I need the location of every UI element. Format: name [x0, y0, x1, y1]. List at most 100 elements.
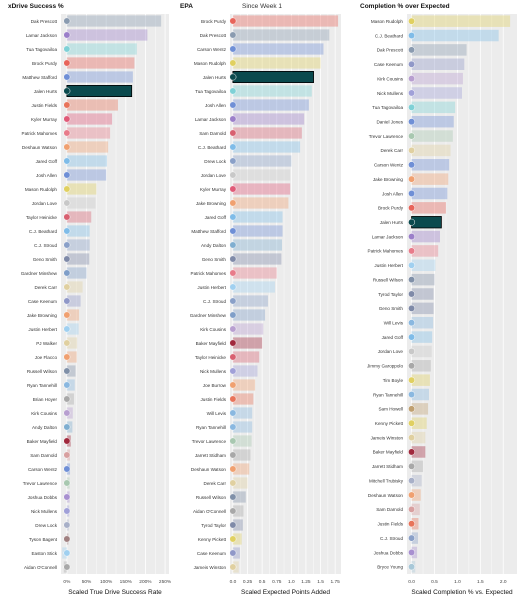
- player-label: Jared Goff: [36, 159, 58, 164]
- bar: [411, 29, 499, 42]
- bar: [232, 407, 253, 419]
- team-logo-icon: [63, 339, 71, 347]
- team-logo-icon: [63, 437, 71, 445]
- team-logo-icon: [408, 146, 416, 154]
- bar: [411, 230, 440, 243]
- player-label: Justin Herbert: [374, 263, 403, 268]
- player-label: Jarrett Stidham: [195, 453, 226, 458]
- player-label: Justin Herbert: [28, 327, 57, 332]
- team-logo-icon: [229, 157, 237, 165]
- player-label: Justin Herbert: [197, 285, 226, 290]
- team-logo-icon: [63, 17, 71, 25]
- bar: [232, 155, 292, 167]
- player-label: Sam Darnold: [199, 131, 226, 136]
- player-label: Jalen Hurts: [34, 89, 58, 94]
- player-label: Deshaun Watson: [191, 467, 227, 472]
- player-label: C.J. Beathard: [198, 145, 227, 150]
- bar: [232, 337, 263, 349]
- x-tick-label: 150%: [120, 579, 133, 585]
- bar: [66, 351, 77, 363]
- team-logo-icon: [63, 185, 71, 193]
- player-label: Kirk Cousins: [31, 411, 57, 416]
- player-label: Andy Dalton: [201, 243, 226, 248]
- player-label: Nick Mullens: [31, 509, 58, 514]
- team-logo-icon: [408, 434, 416, 442]
- bar: [232, 71, 314, 84]
- team-logo-icon: [408, 520, 416, 528]
- x-tick-label: 200%: [139, 579, 152, 585]
- player-label: Tua Tagovailoa: [26, 47, 57, 52]
- player-label: Kirk Cousins: [377, 76, 403, 81]
- bar: [411, 202, 446, 214]
- team-logo-icon: [63, 45, 71, 53]
- team-logo-icon: [229, 437, 237, 445]
- bar: [411, 316, 434, 329]
- team-logo-icon: [63, 283, 71, 291]
- plot-background: [61, 14, 169, 574]
- team-logo-icon: [229, 213, 237, 221]
- team-logo-icon: [408, 233, 416, 241]
- player-label: Geno Smith: [202, 257, 227, 262]
- team-logo-icon: [63, 297, 71, 305]
- player-label: Jared Goff: [382, 335, 404, 340]
- team-logo-icon: [63, 255, 71, 263]
- team-logo-icon: [229, 381, 237, 389]
- x-tick-label: 0.0: [408, 579, 415, 585]
- player-label: Russell Wilson: [27, 369, 58, 374]
- bar: [411, 360, 431, 372]
- x-tick-label: 0.0: [230, 579, 237, 585]
- team-logo-icon: [229, 199, 237, 207]
- bar: [232, 477, 248, 489]
- player-label: Jalen Hurts: [380, 220, 404, 225]
- team-logo-icon: [63, 353, 71, 361]
- player-label: Brock Purdy: [201, 19, 227, 24]
- plot-background: [230, 14, 341, 574]
- bar: [411, 388, 429, 401]
- bar: [411, 288, 434, 300]
- player-label: Tua Tagovailoa: [372, 105, 403, 110]
- bar: [66, 239, 90, 251]
- team-logo-icon: [229, 227, 237, 235]
- bar: [66, 323, 79, 335]
- player-label: C.J. Stroud: [34, 243, 57, 248]
- player-label: Aidan O'Connell: [24, 565, 57, 570]
- team-logo-icon: [229, 241, 237, 249]
- bar: [411, 273, 435, 286]
- team-logo-icon: [408, 319, 416, 327]
- bar: [411, 460, 424, 473]
- bar: [411, 72, 463, 85]
- x-tick-label: 2.0: [500, 579, 507, 585]
- player-label: Taylor Heinicke: [26, 215, 58, 220]
- player-label: Jimmy Garoppolo: [367, 364, 403, 369]
- bar: [232, 239, 282, 251]
- x-tick-label: 1.5: [317, 579, 324, 585]
- player-label: Kirk Cousins: [200, 327, 226, 332]
- bar: [232, 267, 277, 279]
- player-label: Trevor Lawrence: [23, 481, 58, 486]
- bar: [66, 43, 137, 55]
- team-logo-icon: [63, 507, 71, 515]
- bar: [66, 295, 81, 307]
- bar: [66, 211, 92, 223]
- team-logo-icon: [408, 549, 416, 556]
- player-label: Josh Allen: [36, 173, 57, 178]
- player-label: Jared Goff: [205, 215, 227, 220]
- team-logo-icon: [229, 283, 237, 291]
- player-label: Nick Mullens: [377, 91, 404, 96]
- player-label: Dak Prescott: [31, 19, 58, 24]
- team-logo-icon: [229, 31, 237, 39]
- bar: [66, 141, 109, 153]
- player-label: Carson Wentz: [197, 47, 227, 52]
- player-label: Derek Carr: [35, 285, 58, 290]
- chart-title: Completion % over Expected: [360, 3, 450, 10]
- bar: [232, 547, 240, 559]
- team-logo-icon: [408, 89, 416, 97]
- team-logo-icon: [63, 129, 71, 137]
- player-label: Joe Burrow: [203, 383, 227, 388]
- x-tick-label: 0.75: [272, 579, 282, 585]
- player-label: Geno Smith: [379, 306, 404, 311]
- team-logo-icon: [229, 325, 237, 333]
- bar: [411, 489, 421, 501]
- team-logo-icon: [408, 103, 416, 111]
